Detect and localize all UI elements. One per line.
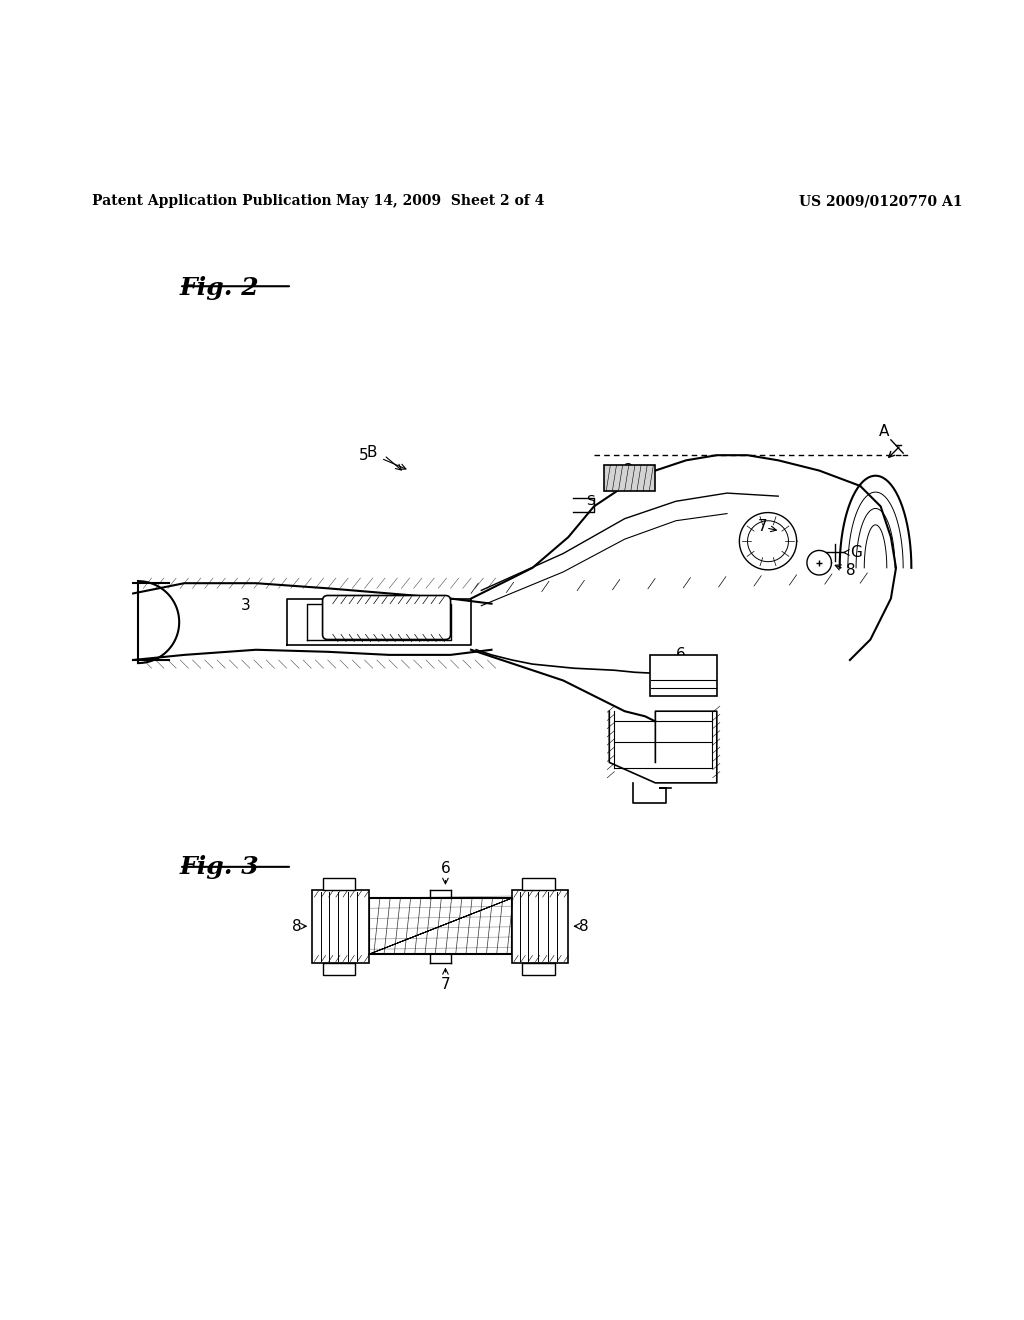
Text: Fig. 2: Fig. 2 [179, 276, 259, 300]
Text: 3: 3 [241, 598, 251, 614]
Text: 6: 6 [440, 861, 451, 875]
Bar [369, 898, 512, 954]
FancyBboxPatch shape [323, 595, 451, 639]
Text: 6: 6 [676, 647, 686, 663]
Bar [650, 655, 717, 696]
Text: May 14, 2009  Sheet 2 of 4: May 14, 2009 Sheet 2 of 4 [336, 194, 545, 209]
Text: 7: 7 [758, 519, 767, 535]
Text: Patent Application Publication: Patent Application Publication [92, 194, 332, 209]
Bar [323, 962, 355, 975]
Text: A: A [879, 424, 889, 438]
Text: S: S [586, 494, 595, 508]
Text: 8: 8 [579, 919, 588, 933]
Text: G: G [850, 545, 862, 560]
Text: US 2009/0120770 A1: US 2009/0120770 A1 [799, 194, 963, 209]
Text: 8: 8 [846, 564, 855, 578]
Bar [512, 890, 568, 962]
Text: 8: 8 [293, 919, 302, 933]
Text: 7: 7 [440, 977, 451, 991]
Text: Fig. 3: Fig. 3 [179, 854, 259, 879]
Bar [604, 466, 655, 491]
Bar [522, 962, 555, 975]
Text: 5: 5 [359, 447, 369, 463]
Bar [522, 878, 555, 890]
Bar [312, 890, 369, 962]
Bar [323, 878, 355, 890]
Text: 2: 2 [624, 463, 633, 478]
Text: 4: 4 [368, 622, 377, 636]
Text: B: B [367, 445, 377, 459]
